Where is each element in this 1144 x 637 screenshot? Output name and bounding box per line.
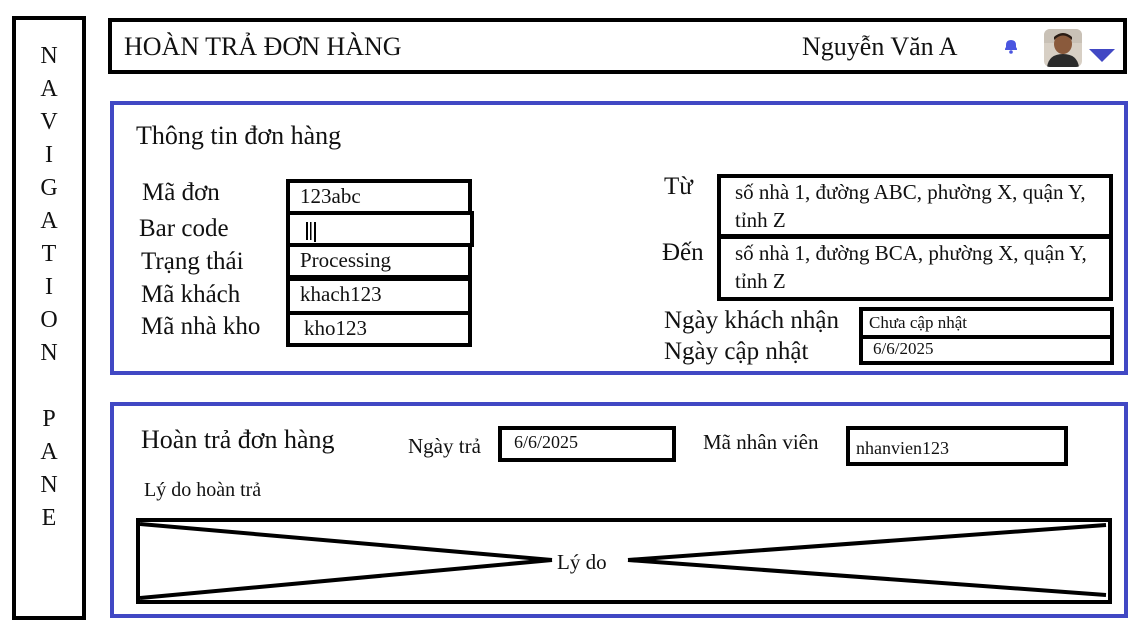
warehouse-id-label: Mã nhà kho <box>141 313 261 340</box>
avatar[interactable] <box>1044 29 1082 67</box>
nav-letter: N <box>40 43 58 69</box>
status-label: Trạng thái <box>141 248 244 275</box>
nav-letter: G <box>40 175 58 201</box>
reason-placeholder: Lý do <box>554 550 610 575</box>
nav-letter: E <box>41 505 57 531</box>
nav-letter: N <box>40 340 58 366</box>
updated-date-field[interactable]: 6/6/2025 <box>859 335 1114 365</box>
chevron-down-icon[interactable] <box>1088 46 1116 64</box>
employee-id-label: Mã nhân viên <box>703 430 819 454</box>
barcode-field[interactable] <box>286 211 474 247</box>
nav-letter: A <box>40 76 58 102</box>
order-id-field[interactable]: 123abc <box>286 179 472 215</box>
barcode-icon <box>306 222 316 242</box>
nav-letter: A <box>40 439 58 465</box>
nav-letter: T <box>41 241 57 267</box>
order-info-panel: Thông tin đơn hàng Mã đơn 123abc Bar cod… <box>110 101 1128 375</box>
return-title: Hoàn trả đơn hàng <box>141 425 335 454</box>
nav-letter <box>16 370 82 403</box>
received-date-value: Chưa cập nhật <box>869 313 967 332</box>
to-address-value: số nhà 1, đường BCA, phường X, quận Y, t… <box>735 241 1087 293</box>
nav-letter: I <box>45 274 53 300</box>
return-panel: Hoàn trả đơn hàng Ngày trả 6/6/2025 Mã n… <box>110 402 1128 618</box>
nav-letter: A <box>40 208 58 234</box>
from-address-field[interactable]: số nhà 1, đường ABC, phường X, quận Y, t… <box>717 174 1113 238</box>
reason-placeholder-graphic <box>140 522 1107 600</box>
received-date-label: Ngày khách nhận <box>664 307 839 334</box>
return-date-value: 6/6/2025 <box>514 432 579 452</box>
nav-letter: I <box>45 142 53 168</box>
nav-letter: N <box>40 472 58 498</box>
from-label: Từ <box>664 173 693 200</box>
nav-letter: P <box>42 406 56 432</box>
to-label: Đến <box>662 239 704 266</box>
user-name[interactable]: Nguyễn Văn A <box>802 32 958 61</box>
warehouse-id-field[interactable]: kho123 <box>286 311 472 347</box>
employee-id-field[interactable]: nhanvien123 <box>846 426 1068 466</box>
nav-letter: V <box>40 109 58 135</box>
bell-icon[interactable] <box>1002 37 1020 55</box>
status-value: Processing <box>300 248 391 272</box>
order-id-value: 123abc <box>300 184 361 208</box>
page-title: HOÀN TRẢ ĐƠN HÀNG <box>124 32 402 61</box>
customer-id-label: Mã khách <box>141 281 241 308</box>
warehouse-id-value: kho123 <box>304 316 367 340</box>
reason-textarea[interactable]: Lý do <box>136 518 1112 604</box>
header-bar: HOÀN TRẢ ĐƠN HÀNG Nguyễn Văn A <box>108 18 1127 74</box>
return-date-label: Ngày trả <box>408 434 481 458</box>
updated-date-label: Ngày cập nhật <box>664 338 809 365</box>
customer-id-value: khach123 <box>300 282 382 306</box>
return-date-field[interactable]: 6/6/2025 <box>498 426 676 462</box>
customer-id-field[interactable]: khach123 <box>286 277 472 315</box>
from-address-value: số nhà 1, đường ABC, phường X, quận Y, t… <box>735 180 1086 232</box>
reason-label: Lý do hoàn trả <box>144 479 262 501</box>
nav-letter: O <box>40 307 58 333</box>
order-id-label: Mã đơn <box>142 179 220 206</box>
status-field[interactable]: Processing <box>286 243 472 279</box>
order-info-title: Thông tin đơn hàng <box>136 121 342 150</box>
employee-id-value: nhanvien123 <box>856 438 949 458</box>
barcode-label: Bar code <box>139 215 229 242</box>
updated-date-value: 6/6/2025 <box>873 339 934 358</box>
to-address-field[interactable]: số nhà 1, đường BCA, phường X, quận Y, t… <box>717 235 1113 301</box>
